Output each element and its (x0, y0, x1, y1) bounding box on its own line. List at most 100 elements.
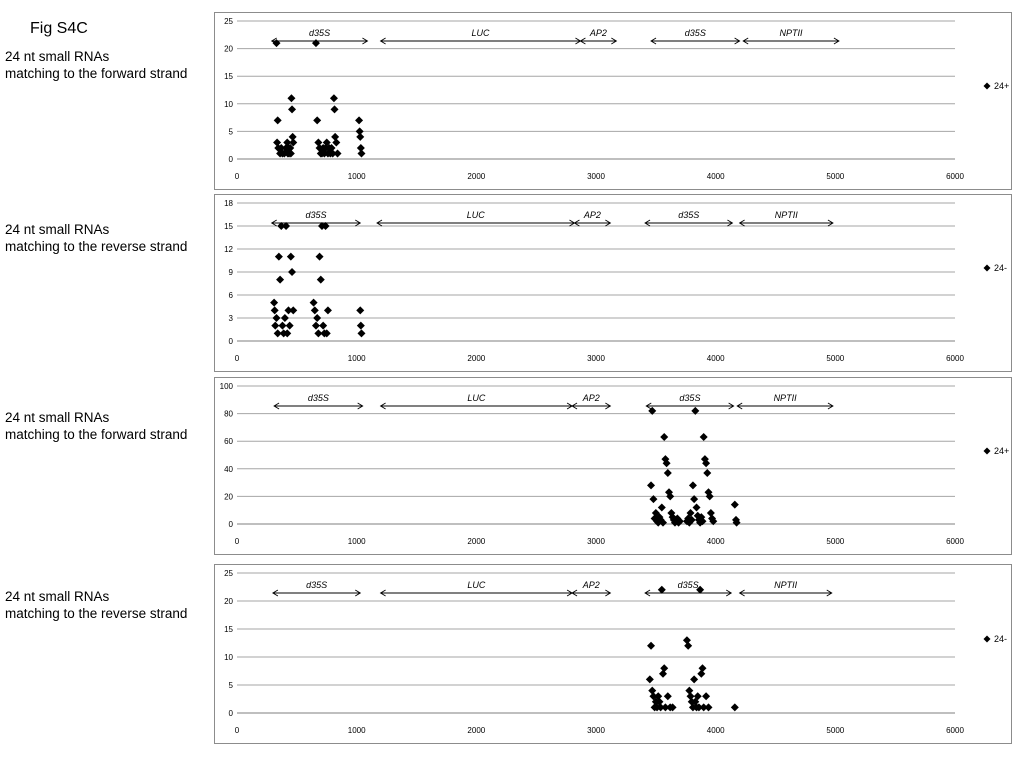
data-point (659, 518, 668, 527)
x-tick-label: 4000 (707, 354, 725, 363)
data-point (286, 143, 295, 152)
y-tick-label: 5 (229, 681, 234, 690)
legend-marker (983, 82, 991, 90)
data-point (322, 329, 331, 338)
x-tick-label: 2000 (467, 172, 485, 181)
y-tick-label: 0 (229, 155, 234, 164)
data-point (700, 455, 709, 464)
data-point (285, 321, 294, 330)
gene-arrow-head-right (728, 402, 735, 410)
data-point (685, 686, 694, 695)
data-point (287, 94, 296, 103)
data-point (329, 94, 338, 103)
y-tick-label: 80 (224, 410, 233, 419)
data-point (699, 433, 708, 442)
legend-marker (983, 447, 991, 455)
data-point (682, 636, 691, 645)
data-point (277, 143, 286, 152)
y-tick-label: 9 (229, 268, 234, 277)
gene-arrow-head-right (357, 402, 364, 410)
data-point (686, 692, 695, 701)
gene-label: LUC (467, 210, 486, 220)
legend-label: 24+ (994, 81, 1009, 91)
data-point (272, 39, 281, 48)
data-point (684, 641, 693, 650)
y-tick-label: 5 (229, 127, 234, 136)
gene-arrow-head-left (379, 589, 386, 597)
gene-arrow-head-left (573, 219, 580, 227)
y-tick-label: 0 (229, 337, 234, 346)
data-point (356, 321, 365, 330)
gene-label: AP2 (582, 393, 600, 403)
gene-label: d35S (679, 393, 700, 403)
data-point (288, 132, 297, 141)
data-point (659, 669, 668, 678)
gene-arrow-head-right (827, 219, 834, 227)
x-tick-label: 3000 (587, 172, 605, 181)
x-tick-label: 4000 (707, 726, 725, 735)
gene-arrow-head-left (273, 402, 280, 410)
data-point (272, 314, 281, 322)
gene-arrow-head-left (272, 589, 279, 597)
chart-panel-4: 0 5 10 15 20 25 0 1000 2000 3000 4000 5000 6000 d35S L… (214, 564, 1012, 744)
gene-label: LUC (472, 28, 491, 38)
data-point (697, 669, 706, 678)
gene-arrow-head-right (605, 402, 612, 410)
data-point (331, 132, 340, 141)
gene-label: d35S (309, 28, 330, 38)
gene-arrow-head-left (738, 589, 745, 597)
x-tick-label: 3000 (587, 354, 605, 363)
x-tick-label: 1000 (348, 354, 366, 363)
data-point (730, 703, 739, 712)
gene-label: NPTII (780, 28, 804, 38)
gene-arrow-head-right (833, 37, 840, 45)
data-point (702, 459, 711, 468)
x-tick-label: 3000 (587, 537, 605, 546)
y-tick-label: 25 (224, 569, 233, 578)
x-tick-label: 4000 (707, 172, 725, 181)
gene-arrow-head-right (827, 402, 834, 410)
chart-panel-2: 0 3 6 9 12 15 18 0 1000 2000 3000 4000 5000 6000 d35S L… (214, 194, 1012, 372)
legend-label: 24+ (994, 446, 1009, 456)
gene-arrow-head-right (355, 219, 362, 227)
data-point (688, 481, 697, 490)
data-point (657, 503, 666, 512)
gene-arrow-head-left (571, 589, 578, 597)
gene-label: d35S (678, 580, 699, 590)
data-point (316, 275, 325, 284)
y-tick-label: 60 (224, 437, 233, 446)
data-point (277, 222, 286, 230)
data-point (666, 492, 675, 501)
data-point (668, 703, 677, 712)
data-point (321, 222, 330, 230)
gene-label: LUC (467, 393, 486, 403)
panel-label-line1: 24 nt small RNAs (5, 410, 110, 425)
gene-arrow-head-left (579, 37, 586, 45)
x-tick-label: 5000 (826, 537, 844, 546)
data-point (692, 503, 701, 512)
data-point (271, 321, 280, 330)
data-point (283, 329, 292, 338)
data-point (647, 641, 656, 650)
data-point (696, 585, 705, 594)
gene-arrow-head-left (270, 219, 277, 227)
data-point (660, 664, 669, 673)
data-point (283, 138, 292, 147)
y-tick-label: 20 (224, 597, 233, 606)
data-point (315, 252, 324, 261)
data-point (273, 138, 282, 147)
y-tick-label: 10 (224, 653, 233, 662)
x-tick-label: 6000 (946, 172, 964, 181)
x-tick-label: 6000 (946, 537, 964, 546)
panel-label-line2: matching to the forward strand (5, 427, 188, 442)
data-point (690, 675, 699, 684)
data-point (661, 455, 670, 464)
gene-label: AP2 (583, 210, 601, 220)
legend-label: 24- (994, 634, 1007, 644)
x-tick-label: 5000 (826, 726, 844, 735)
x-tick-label: 6000 (946, 726, 964, 735)
data-point (319, 321, 328, 330)
gene-arrow-head-right (725, 589, 733, 597)
data-point (355, 127, 364, 136)
